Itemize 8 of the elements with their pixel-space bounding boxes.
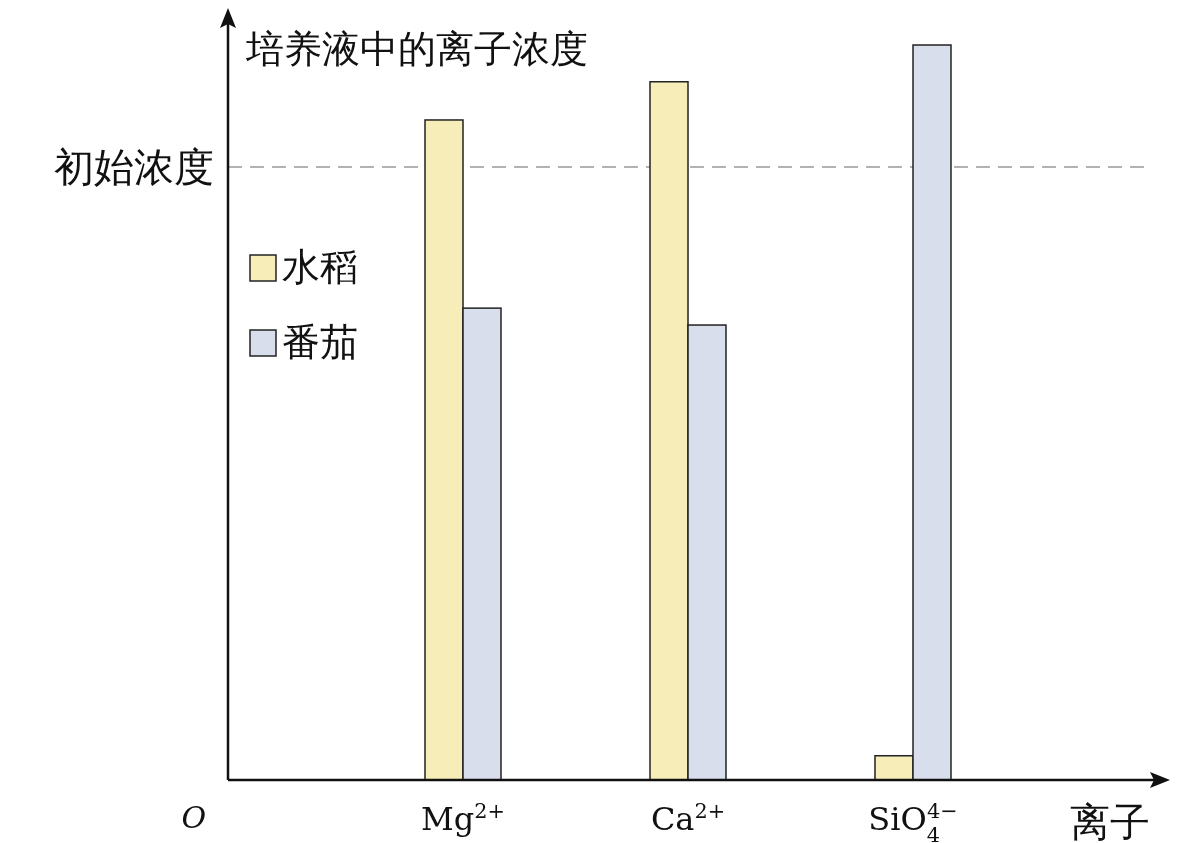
text: O <box>181 800 206 835</box>
legend-label: 番茄 <box>282 320 358 364</box>
x-tick-label: Ca$^{2+}$ <box>650 799 726 838</box>
y-axis-title: 培养液中的离子浓度 <box>245 27 588 71</box>
ref-line-label: 初始浓度 <box>54 144 214 191</box>
x-tick-label: Mg$^{2+}$ <box>421 799 505 838</box>
x-axis-title: 离子 <box>1070 799 1150 843</box>
legend-label: 水稻 <box>282 245 358 289</box>
